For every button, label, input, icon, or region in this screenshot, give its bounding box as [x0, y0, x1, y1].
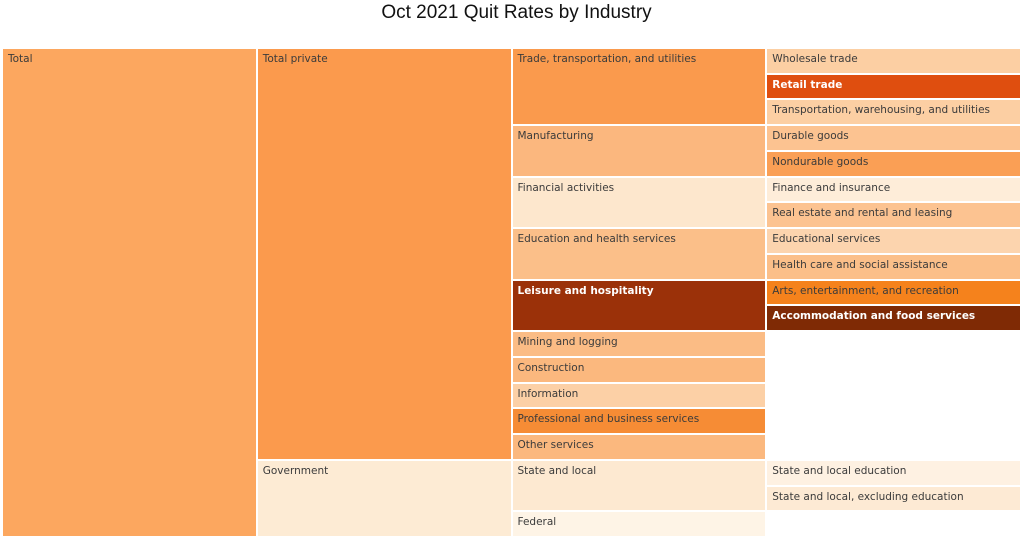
icicle-cell-financial-activities[interactable]: Financial activities	[512, 177, 766, 228]
icicle-cell-label: Other services	[517, 439, 594, 452]
icicle-cell-label: State and local	[517, 464, 597, 477]
icicle-plot-area: Total Total private Government Trade, trans…	[2, 48, 1021, 537]
icicle-cell-state-and-local-education[interactable]: State and local education	[767, 460, 1020, 485]
icicle-cell-label: Financial activities	[517, 181, 615, 194]
icicle-cell-label: Trade, transportation, and utilities	[517, 53, 697, 65]
icicle-cell-label: Real estate and rental and leasing	[772, 207, 953, 220]
icicle-cell-label: Transportation, warehousing, and utiliti…	[772, 104, 991, 117]
icicle-cell-label: Total	[8, 53, 33, 65]
icicle-cell-label: Professional and business services	[517, 413, 700, 426]
icicle-cell-label: Arts, entertainment, and recreation	[772, 284, 959, 297]
icicle-cell-other-services[interactable]: Other services	[512, 435, 766, 459]
icicle-cell-label: Wholesale trade	[772, 53, 858, 65]
icicle-cell-label: Information	[517, 387, 579, 400]
icicle-cell-label: Construction	[517, 361, 585, 374]
icicle-cell-label: Nondurable goods	[772, 155, 869, 168]
icicle-cell-durable-goods[interactable]: Durable goods	[767, 126, 1020, 150]
icicle-cell-arts-entertainment-and-recreation[interactable]: Arts, entertainment, and recreation	[767, 280, 1020, 305]
icicle-cell-finance-and-insurance[interactable]: Finance and insurance	[767, 177, 1020, 202]
icicle-cell-manufacturing[interactable]: Manufacturing	[512, 126, 766, 176]
icicle-cell-label: Education and health services	[517, 233, 676, 246]
icicle-cell-accommodation-and-food-services[interactable]: Accommodation and food services	[767, 306, 1020, 331]
icicle-cell-wholesale-trade[interactable]: Wholesale trade	[767, 49, 1020, 73]
icicle-cell-real-estate-and-rental-and-leasing[interactable]: Real estate and rental and leasing	[767, 203, 1020, 228]
icicle-cell-label: Manufacturing	[517, 130, 594, 143]
icicle-cell-label: State and local, excluding education	[772, 490, 964, 503]
icicle-cell-label: Finance and insurance	[772, 181, 891, 194]
icicle-cell-state-and-local[interactable]: State and local	[512, 460, 766, 511]
icicle-cell-education-and-health-services[interactable]: Education and health services	[512, 229, 766, 279]
icicle-cell-professional-and-business-services[interactable]: Professional and business services	[512, 409, 766, 434]
icicle-cell-total[interactable]: Total	[3, 49, 256, 536]
icicle-cell-label: Mining and logging	[517, 336, 618, 349]
icicle-cell-government[interactable]: Government	[257, 460, 511, 536]
chart-title: Oct 2021 Quit Rates by Industry	[381, 2, 652, 23]
icicle-cell-information[interactable]: Information	[512, 383, 766, 408]
icicle-cell-construction[interactable]: Construction	[512, 357, 766, 382]
icicle-cell-label: Durable goods	[772, 130, 849, 143]
icicle-cell-nondurable-goods[interactable]: Nondurable goods	[767, 151, 1020, 176]
icicle-cell-label: Health care and social assistance	[772, 258, 948, 271]
icicle-cell-label: Federal	[517, 516, 557, 529]
icicle-cell-state-and-local-excluding-education[interactable]: State and local, excluding education	[767, 486, 1020, 511]
icicle-cell-transportation-warehousing-and-utilities[interactable]: Transportation, warehousing, and utiliti…	[767, 100, 1020, 125]
icicle-cell-health-care-and-social-assistance[interactable]: Health care and social assistance	[767, 254, 1020, 279]
icicle-cell-label: State and local education	[772, 464, 907, 477]
icicle-cell-label: Educational services	[772, 233, 881, 246]
icicle-cell-mining-and-logging[interactable]: Mining and logging	[512, 332, 766, 356]
icicle-cell-label: Accommodation and food services	[772, 310, 976, 323]
icicle-cell-label: Leisure and hospitality	[517, 284, 654, 297]
icicle-cell-total-private[interactable]: Total private	[257, 49, 511, 459]
icicle-cell-educational-services[interactable]: Educational services	[767, 229, 1020, 253]
icicle-cell-federal[interactable]: Federal	[512, 512, 766, 536]
icicle-cell-leisure-and-hospitality[interactable]: Leisure and hospitality	[512, 280, 766, 331]
icicle-cell-label: Retail trade	[772, 78, 843, 91]
icicle-cell-trade-transportation-and-utilities[interactable]: Trade, transportation, and utilities	[512, 49, 766, 125]
icicle-cell-label: Total private	[262, 53, 328, 65]
icicle-cell-retail-trade[interactable]: Retail trade	[767, 74, 1020, 99]
icicle-cell-label: Government	[262, 464, 329, 477]
